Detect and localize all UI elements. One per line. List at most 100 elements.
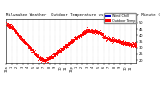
Point: [37, 56, 40, 58]
Point: [132, 43, 135, 44]
Point: [65, 45, 68, 47]
Point: [25, 44, 28, 46]
Point: [12, 28, 15, 29]
Point: [93, 31, 95, 32]
Point: [45, 60, 48, 61]
Point: [47, 57, 50, 59]
Point: [29, 47, 32, 49]
Point: [28, 46, 31, 47]
Point: [122, 43, 125, 45]
Point: [93, 30, 96, 31]
Point: [77, 36, 80, 37]
Point: [132, 43, 135, 44]
Point: [45, 59, 48, 60]
Point: [105, 37, 107, 39]
Point: [16, 34, 19, 35]
Point: [96, 31, 98, 32]
Point: [54, 53, 57, 54]
Point: [65, 45, 68, 46]
Point: [115, 41, 117, 42]
Point: [115, 42, 118, 43]
Point: [88, 30, 90, 31]
Point: [16, 33, 19, 34]
Point: [88, 29, 91, 30]
Point: [95, 31, 97, 33]
Point: [32, 50, 35, 52]
Point: [77, 36, 80, 37]
Point: [92, 31, 95, 33]
Point: [91, 30, 94, 31]
Point: [82, 33, 84, 35]
Point: [119, 40, 121, 42]
Point: [107, 37, 109, 39]
Point: [120, 40, 123, 42]
Point: [97, 31, 100, 32]
Point: [9, 25, 12, 26]
Point: [64, 45, 66, 47]
Point: [57, 51, 60, 52]
Point: [63, 46, 66, 47]
Point: [78, 35, 80, 36]
Point: [100, 31, 102, 33]
Point: [79, 34, 81, 36]
Point: [20, 36, 23, 38]
Point: [81, 31, 83, 33]
Point: [51, 57, 53, 58]
Point: [72, 36, 75, 38]
Point: [116, 42, 119, 43]
Point: [117, 41, 120, 43]
Point: [78, 35, 80, 36]
Point: [46, 59, 48, 60]
Point: [43, 60, 46, 61]
Point: [41, 60, 44, 61]
Point: [120, 41, 123, 43]
Point: [7, 22, 10, 23]
Point: [19, 35, 21, 37]
Point: [78, 34, 81, 36]
Point: [7, 24, 9, 25]
Point: [123, 42, 126, 43]
Point: [38, 56, 40, 58]
Point: [21, 39, 23, 41]
Point: [18, 36, 21, 37]
Point: [33, 53, 35, 55]
Point: [56, 52, 59, 53]
Point: [60, 47, 63, 49]
Point: [59, 49, 61, 51]
Point: [70, 39, 73, 41]
Point: [108, 39, 111, 41]
Point: [96, 30, 98, 31]
Point: [94, 31, 96, 33]
Point: [123, 41, 126, 42]
Point: [89, 30, 91, 31]
Point: [113, 40, 116, 41]
Point: [112, 38, 114, 40]
Point: [117, 39, 119, 41]
Point: [105, 37, 107, 39]
Point: [108, 37, 110, 38]
Point: [111, 39, 114, 40]
Point: [41, 60, 43, 61]
Point: [101, 34, 104, 35]
Point: [56, 50, 59, 52]
Point: [53, 55, 56, 56]
Point: [107, 38, 110, 40]
Point: [47, 58, 50, 59]
Point: [55, 52, 57, 54]
Point: [66, 44, 68, 45]
Point: [93, 31, 96, 32]
Point: [39, 57, 42, 58]
Point: [26, 44, 29, 46]
Point: [12, 28, 14, 29]
Point: [16, 33, 19, 35]
Point: [97, 32, 100, 33]
Point: [34, 49, 36, 51]
Point: [37, 57, 40, 58]
Point: [28, 47, 31, 48]
Point: [51, 54, 53, 55]
Point: [9, 26, 12, 27]
Point: [15, 32, 18, 34]
Point: [35, 54, 37, 56]
Point: [7, 23, 9, 25]
Point: [93, 30, 96, 31]
